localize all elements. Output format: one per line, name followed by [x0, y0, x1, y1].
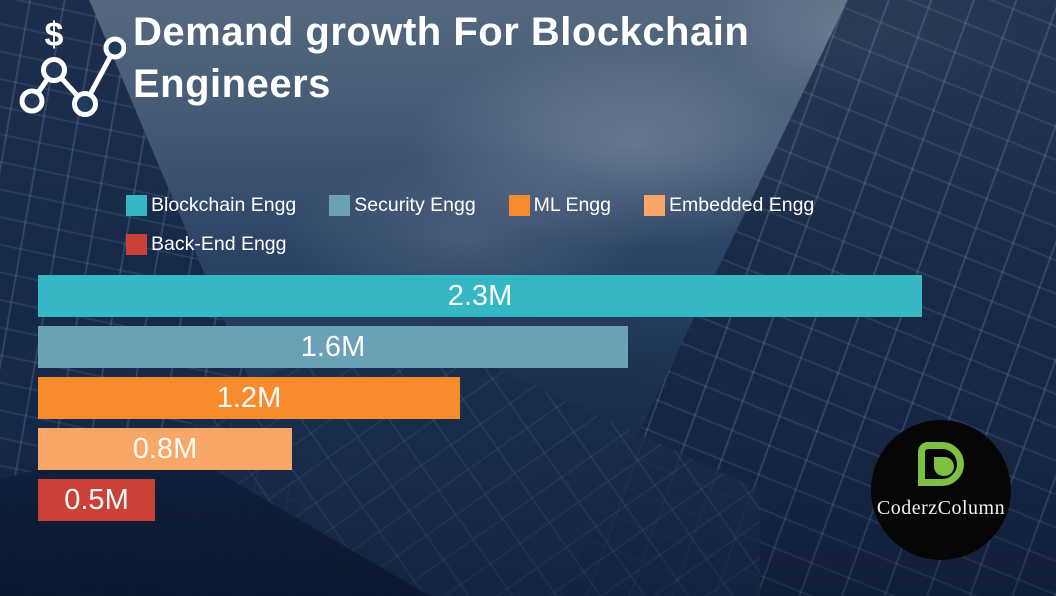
- legend-swatch-icon: [329, 195, 351, 216]
- bar-back-end-engg: 0.5M: [38, 479, 155, 521]
- legend-label: Back-End Engg: [151, 233, 287, 255]
- coderzcolumn-drop-icon: [918, 442, 964, 486]
- bar-security-engg: 1.6M: [38, 326, 628, 368]
- coderzcolumn-logo-text: CoderzColumn: [876, 497, 1006, 519]
- legend-swatch-icon: [126, 234, 147, 255]
- legend-item-back-end-engg: Back-End Engg: [126, 234, 287, 255]
- bar-embedded-engg: 0.8M: [38, 428, 292, 470]
- svg-text:$: $: [45, 16, 64, 54]
- legend-label: ML Engg: [533, 194, 611, 216]
- chart-legend: Blockchain Engg Security Engg ML Engg Em…: [126, 195, 826, 255]
- legend-item-embedded-engg: Embedded Engg: [644, 195, 814, 216]
- legend-label: Security Engg: [354, 194, 476, 216]
- legend-label: Blockchain Engg: [151, 194, 297, 216]
- bar-ml-engg: 1.2M: [38, 377, 460, 419]
- legend-swatch-icon: [644, 195, 665, 216]
- dollar-trend-chart-icon: $: [19, 16, 126, 117]
- bar-blockchain-engg: 2.3M: [38, 275, 922, 317]
- legend-item-blockchain-engg: Blockchain Engg: [126, 195, 296, 216]
- legend-swatch-icon: [508, 195, 530, 216]
- legend-swatch-icon: [126, 195, 147, 216]
- legend-label: Embedded Engg: [669, 194, 815, 216]
- legend-item-ml-engg: ML Engg: [508, 194, 611, 216]
- legend-item-security-engg: Security Engg: [329, 194, 476, 216]
- coderzcolumn-logo: CoderzColumn: [871, 420, 1011, 560]
- page-title: Demand growth For Blockchain Engineers: [133, 10, 750, 106]
